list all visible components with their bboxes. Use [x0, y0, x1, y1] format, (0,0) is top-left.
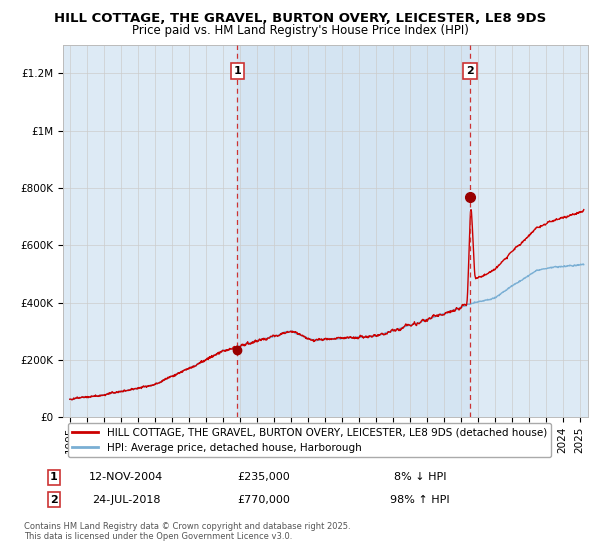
Text: 12-NOV-2004: 12-NOV-2004 [89, 472, 163, 482]
Text: 2: 2 [466, 66, 474, 76]
Text: HILL COTTAGE, THE GRAVEL, BURTON OVERY, LEICESTER, LE8 9DS: HILL COTTAGE, THE GRAVEL, BURTON OVERY, … [54, 12, 546, 25]
Text: 1: 1 [233, 66, 241, 76]
Text: Contains HM Land Registry data © Crown copyright and database right 2025.
This d: Contains HM Land Registry data © Crown c… [24, 522, 350, 542]
Text: Price paid vs. HM Land Registry's House Price Index (HPI): Price paid vs. HM Land Registry's House … [131, 24, 469, 36]
Legend: HILL COTTAGE, THE GRAVEL, BURTON OVERY, LEICESTER, LE8 9DS (detached house), HPI: HILL COTTAGE, THE GRAVEL, BURTON OVERY, … [68, 423, 551, 457]
Text: 98% ↑ HPI: 98% ↑ HPI [390, 494, 450, 505]
Text: £770,000: £770,000 [238, 494, 290, 505]
Text: 24-JUL-2018: 24-JUL-2018 [92, 494, 160, 505]
Bar [238, 45, 470, 417]
Text: 1: 1 [50, 472, 58, 482]
Text: 8% ↓ HPI: 8% ↓ HPI [394, 472, 446, 482]
Text: 2: 2 [50, 494, 58, 505]
Text: £235,000: £235,000 [238, 472, 290, 482]
